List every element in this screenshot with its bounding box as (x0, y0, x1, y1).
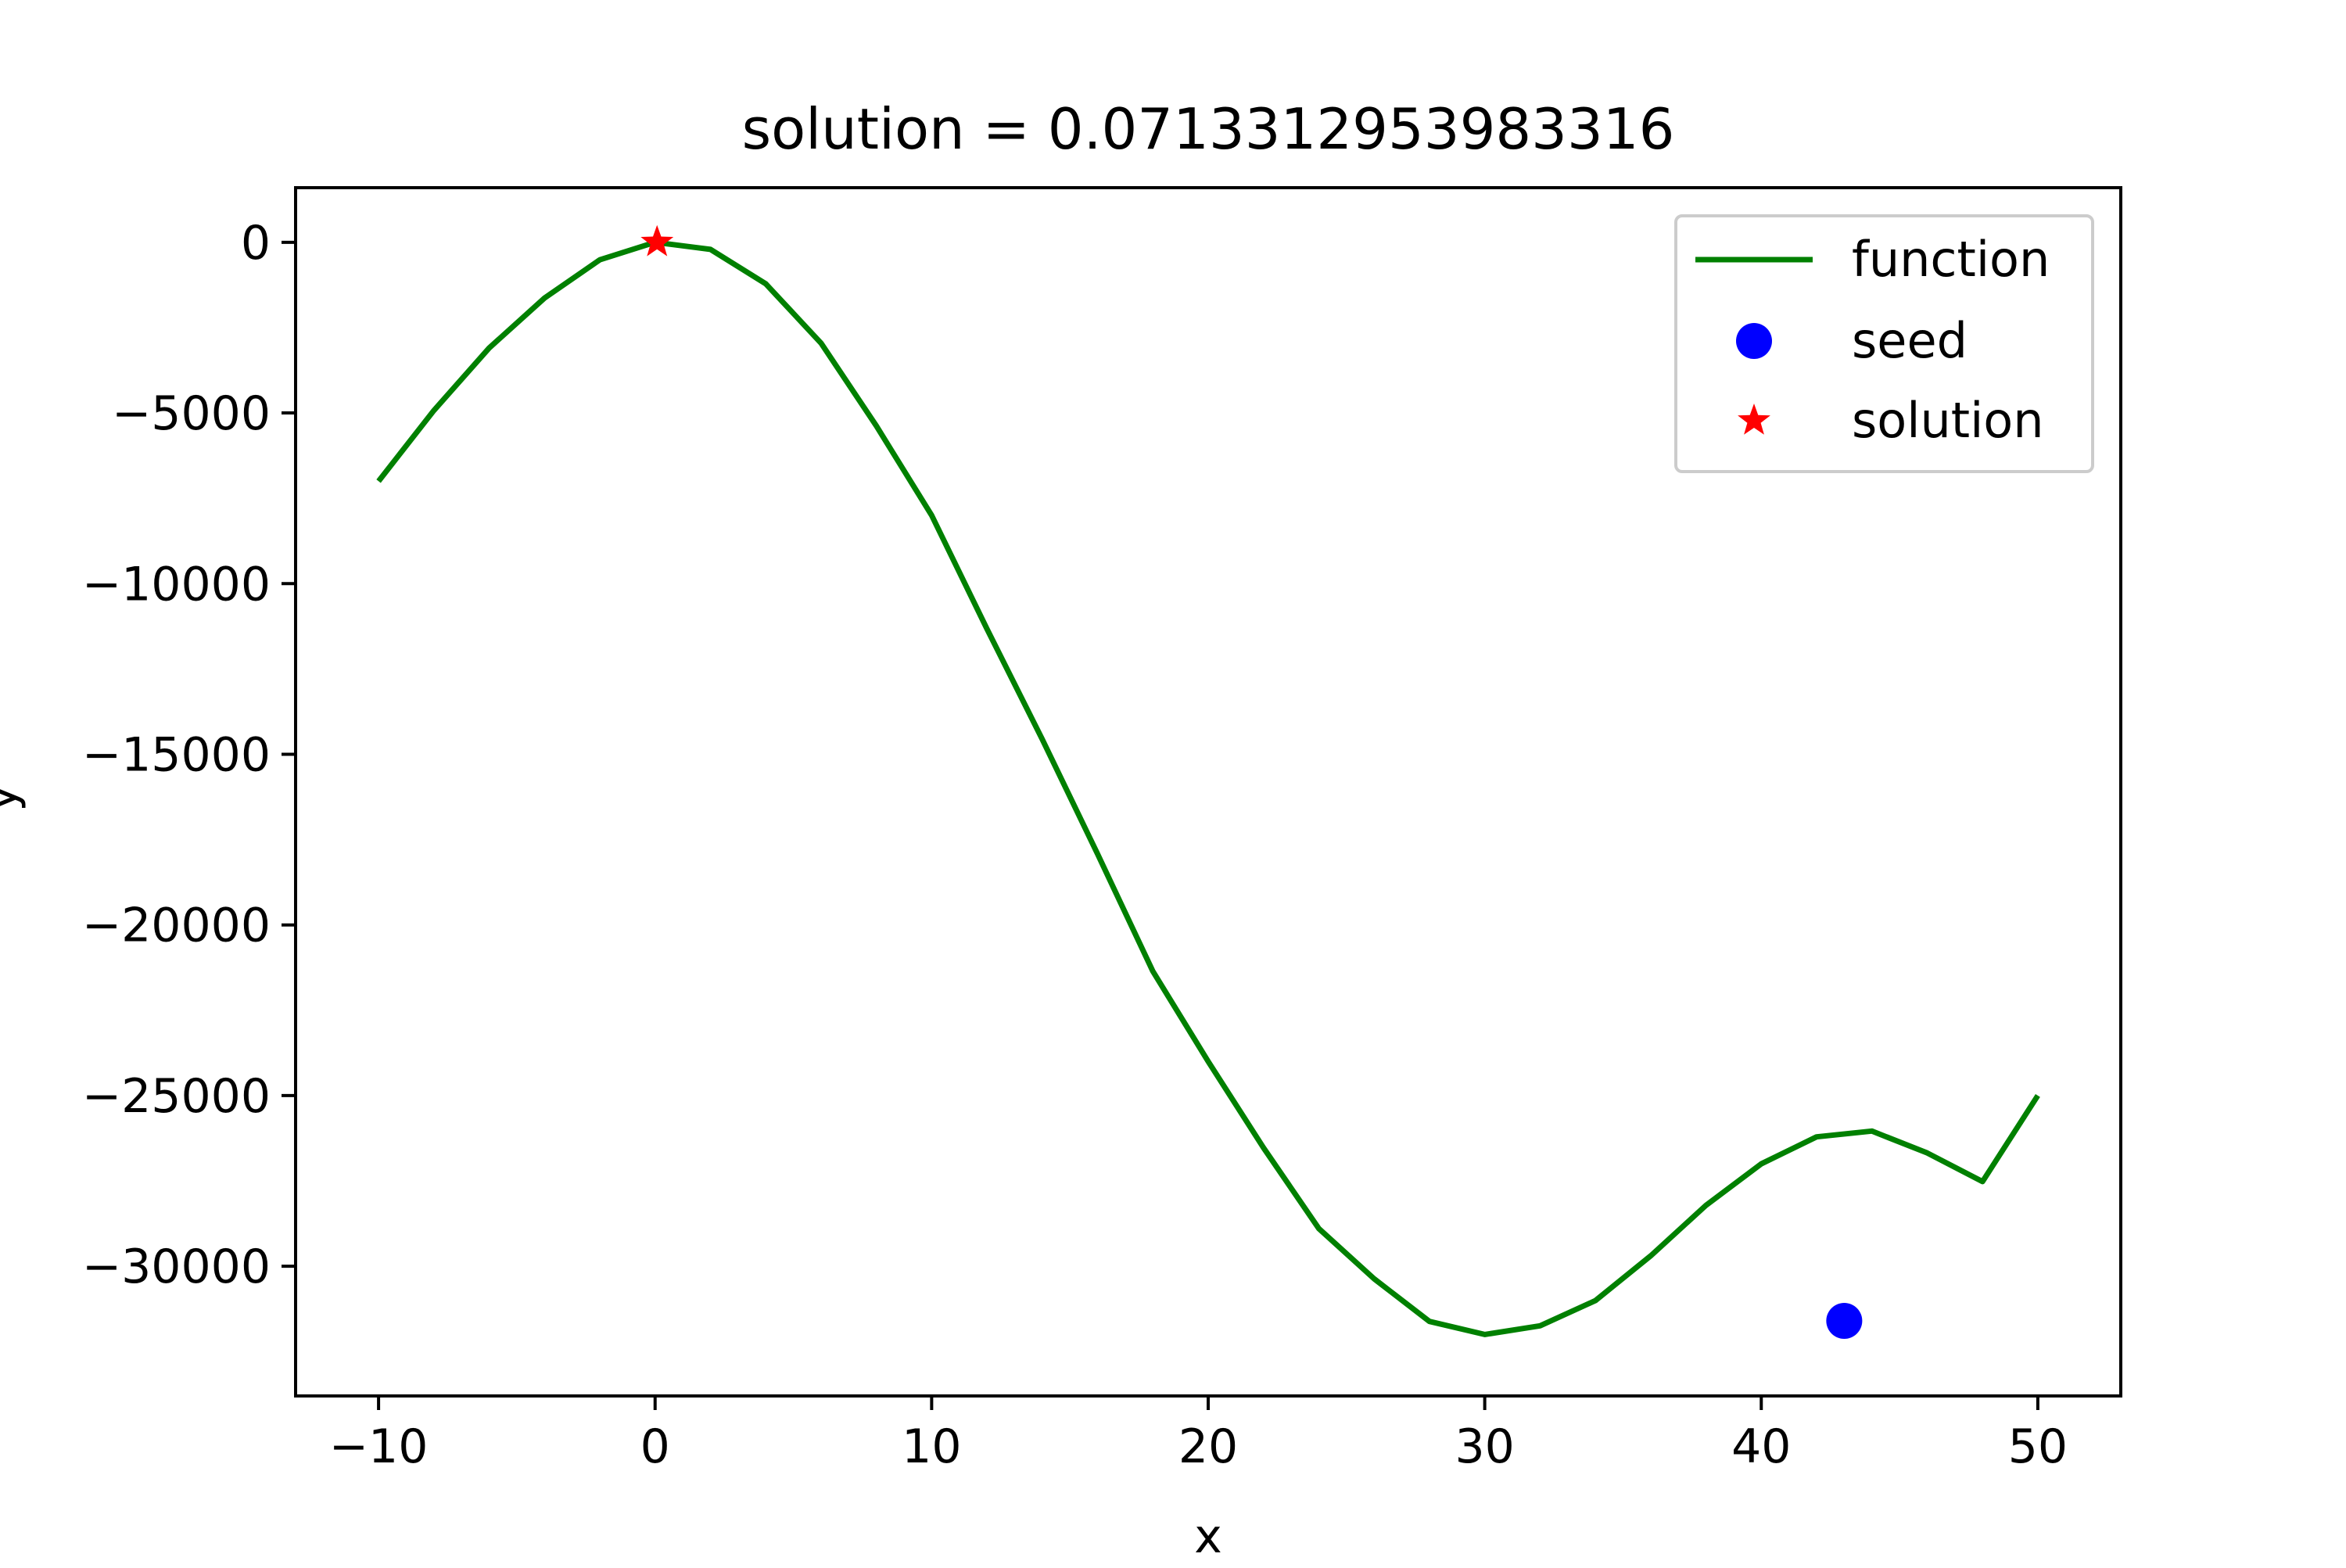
marker-solution (640, 224, 674, 257)
legend: function seed solution (1674, 214, 2094, 473)
x-tick-label: 30 (1455, 1419, 1514, 1474)
y-tick-label: −25000 (82, 1069, 271, 1124)
y-tick-label: −10000 (82, 557, 271, 612)
legend-seed-marker-swatch (1736, 323, 1772, 359)
chart-title: solution = 0.0713312953983316 (742, 96, 1675, 162)
x-tick-label: 20 (1178, 1419, 1238, 1474)
x-tick-label: 50 (2008, 1419, 2068, 1474)
legend-box (1674, 214, 2094, 473)
legend-entry-solution: solution (1852, 392, 2044, 449)
y-axis-label: y (0, 784, 27, 812)
x-tick-label: 10 (902, 1419, 961, 1474)
tick-labels: −10 0 10 20 30 40 50 0 −5000 −10000 −15000 −20000 −2… (82, 216, 2068, 1474)
y-tick-label: −20000 (82, 899, 271, 953)
x-axis-label: x (1194, 1509, 1222, 1564)
x-tick-label: 40 (1731, 1419, 1791, 1474)
x-tick-label: 0 (640, 1419, 670, 1474)
legend-solution-star-swatch (1738, 404, 1770, 435)
y-tick-label: −5000 (112, 386, 271, 441)
y-tick-label: −15000 (82, 727, 271, 782)
tick-marks (282, 240, 2039, 1410)
marker-seed (1826, 1302, 1863, 1339)
legend-entry-function: function (1852, 231, 2050, 288)
x-tick-label: −10 (329, 1419, 429, 1474)
y-tick-label: 0 (241, 216, 271, 271)
plot-area (376, 224, 2040, 1339)
legend-entry-seed: seed (1852, 312, 1968, 369)
y-tick-label: −30000 (82, 1240, 271, 1294)
